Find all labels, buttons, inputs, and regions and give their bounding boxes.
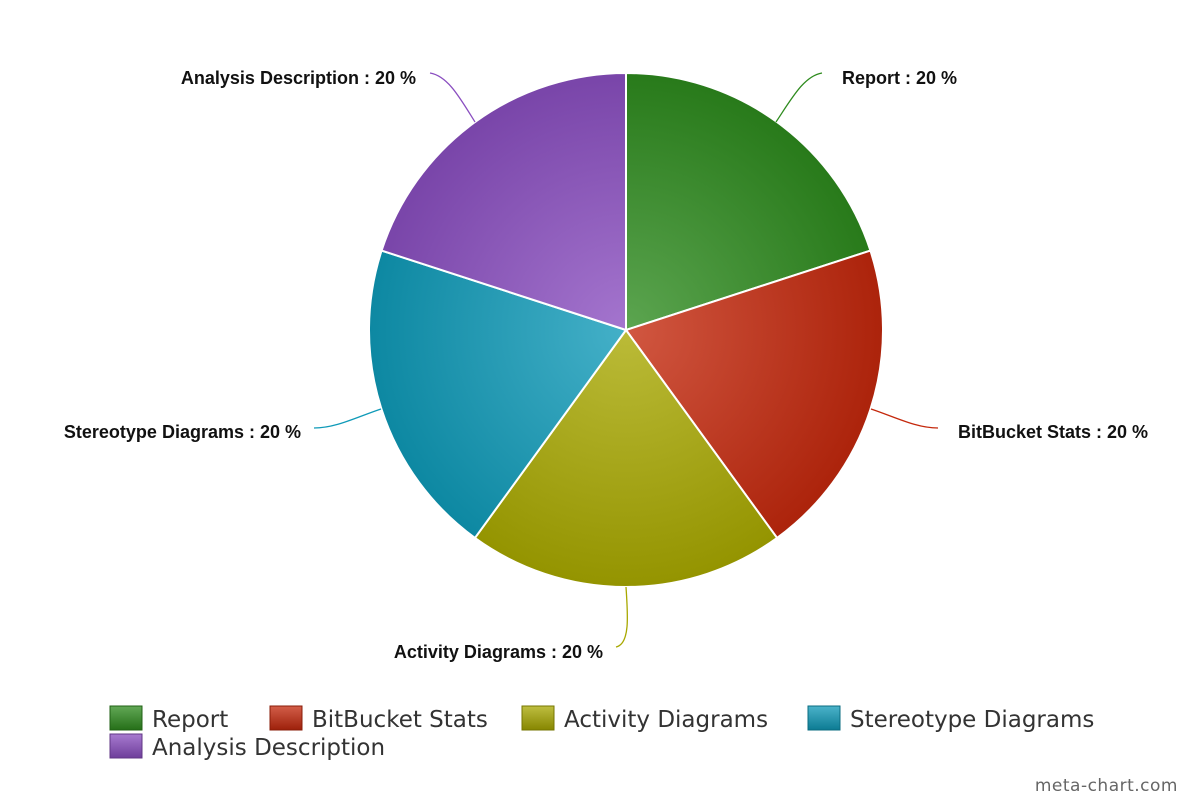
data-label-bitbucket-stats: BitBucket Stats : 20 % bbox=[958, 422, 1148, 442]
pie-slices bbox=[368, 71, 884, 588]
legend-label-analysis-description: Analysis Description bbox=[152, 735, 385, 761]
data-label-stereotype-diagrams: Stereotype Diagrams : 20 % bbox=[64, 422, 301, 442]
pie-slice-analysis-description bbox=[380, 71, 627, 332]
pie-slice-stereotype-diagrams bbox=[368, 249, 628, 540]
pie-slice-activity-diagrams bbox=[473, 328, 779, 588]
connector-report bbox=[775, 72, 823, 123]
legend-label-report: Report bbox=[152, 707, 228, 733]
legend-swatch-activity-diagrams bbox=[521, 705, 555, 731]
pie-slice-bitbucket-stats bbox=[624, 249, 884, 540]
data-label-report: Report : 20 % bbox=[842, 68, 957, 88]
legend-swatch-stereotype-diagrams bbox=[807, 705, 841, 731]
legend-swatch-report bbox=[109, 705, 143, 731]
data-label-activity-diagrams: Activity Diagrams : 20 % bbox=[394, 642, 603, 662]
connector-analysis-description bbox=[429, 72, 476, 123]
legend: Report BitBucket Stats Activity Diagrams St… bbox=[109, 705, 1094, 761]
legend-swatch-analysis-description bbox=[109, 733, 143, 759]
connector-bitbucket-stats bbox=[870, 408, 939, 429]
pie-slice-report bbox=[625, 71, 872, 332]
legend-swatch-bitbucket-stats bbox=[269, 705, 303, 731]
data-label-analysis-description: Analysis Description : 20 % bbox=[181, 68, 416, 88]
connector-stereotype-diagrams bbox=[313, 408, 382, 429]
label-connectors bbox=[313, 72, 939, 648]
data-labels: Report : 20 % BitBucket Stats : 20 % Activ… bbox=[64, 68, 1148, 662]
credit-text: meta-chart.com bbox=[1035, 776, 1178, 796]
legend-label-bitbucket-stats: BitBucket Stats bbox=[312, 707, 488, 733]
legend-label-stereotype-diagrams: Stereotype Diagrams bbox=[850, 707, 1094, 733]
legend-label-activity-diagrams: Activity Diagrams bbox=[564, 707, 768, 733]
connector-activity-diagrams bbox=[615, 586, 629, 648]
